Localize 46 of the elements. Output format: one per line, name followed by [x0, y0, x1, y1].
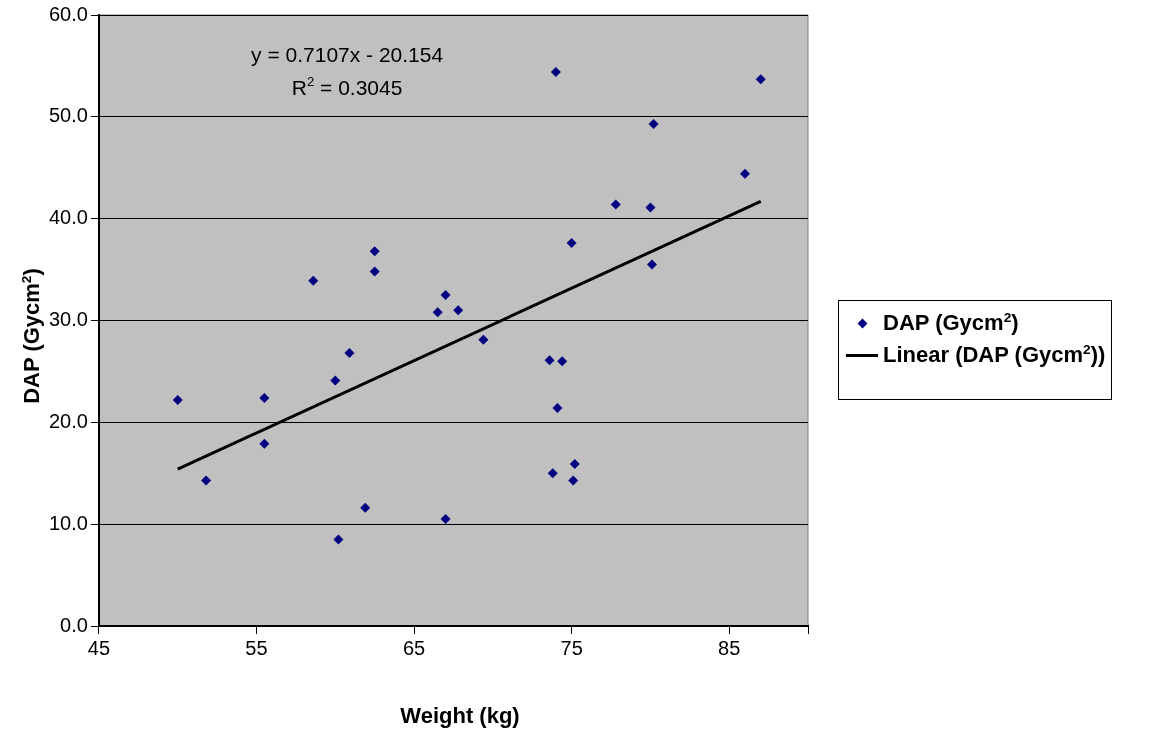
x-tick-label: 65 — [402, 636, 426, 659]
y-tick-label: 0.0 — [60, 613, 88, 636]
point — [568, 475, 579, 486]
y-tick-label: 50.0 — [48, 104, 88, 127]
point — [647, 259, 657, 270]
legend-label: DAP (Gycm$^{2}$) — [883, 309, 1019, 337]
x-tick-label: 55 — [245, 636, 268, 659]
annotation: y = 0.7107x - 20.154 — [251, 43, 444, 66]
x-tick-label: 45 — [87, 636, 111, 659]
point — [259, 392, 270, 403]
point — [432, 307, 443, 318]
point — [369, 266, 380, 277]
point — [344, 348, 355, 359]
point — [308, 275, 319, 286]
y-tick-label: 20.0 — [48, 409, 88, 432]
point — [566, 238, 577, 249]
point — [569, 459, 580, 470]
point — [172, 394, 183, 405]
point — [333, 534, 344, 545]
point — [547, 468, 558, 479]
y-tick-label: 10.0 — [48, 511, 88, 534]
x-tick-label: 85 — [718, 636, 741, 659]
point — [645, 202, 656, 213]
point — [739, 168, 750, 179]
y-tick-label: 30.0 — [48, 308, 88, 331]
point — [440, 514, 451, 525]
point — [453, 305, 464, 316]
point — [330, 375, 341, 386]
x-axis-title: Weight (kg) — [400, 703, 520, 729]
point — [440, 290, 451, 301]
point — [201, 475, 212, 486]
point — [755, 74, 766, 85]
point — [360, 502, 371, 513]
x-tick-label: 75 — [560, 636, 583, 659]
point — [369, 246, 380, 257]
point — [552, 403, 563, 414]
point — [557, 356, 568, 367]
legend-label: Linear (DAP (Gycm$^{2}$)) — [883, 341, 1106, 369]
y-tick-label: 40.0 — [48, 206, 88, 229]
point — [648, 118, 659, 129]
point — [259, 438, 270, 449]
point — [610, 199, 621, 210]
point — [544, 355, 555, 366]
point — [550, 67, 561, 78]
y-tick-label: 60.0 — [48, 2, 88, 25]
point — [478, 334, 489, 345]
